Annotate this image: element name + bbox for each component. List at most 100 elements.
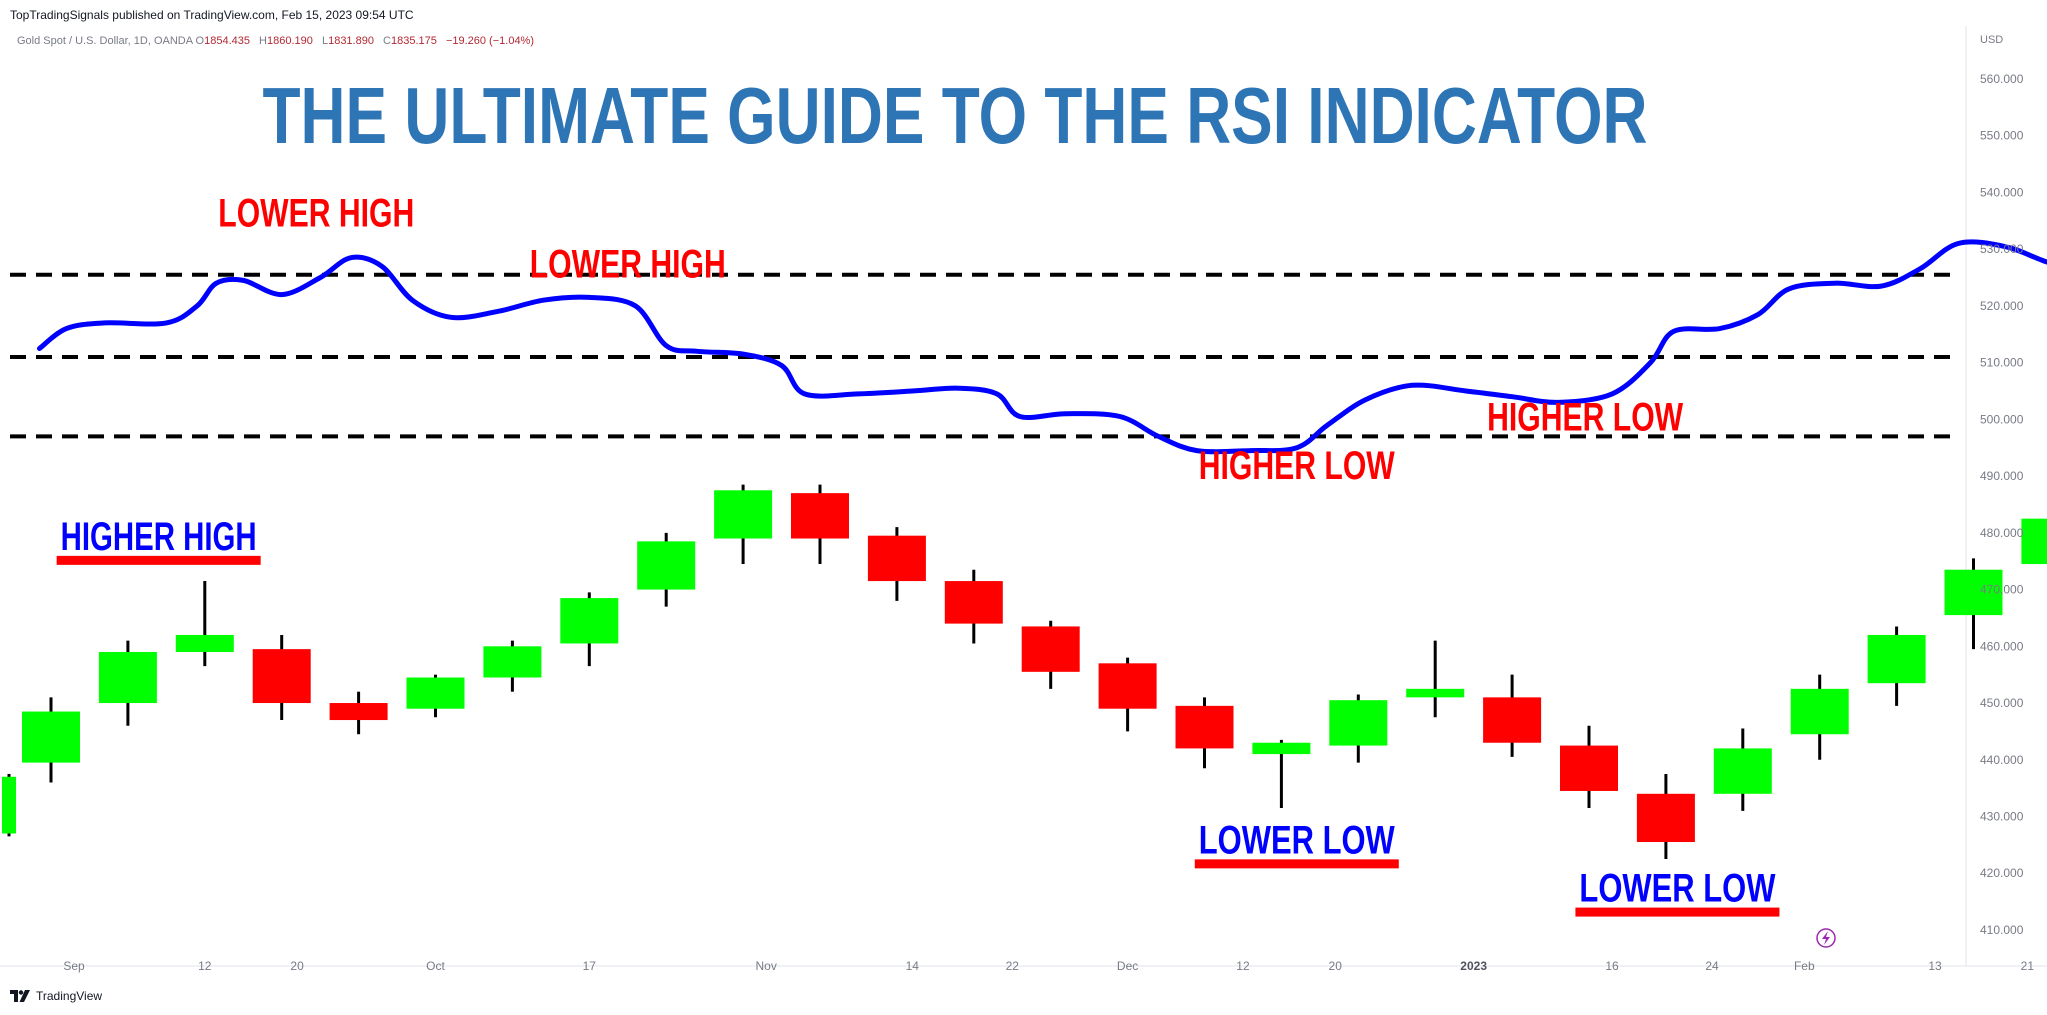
candle-body xyxy=(1790,688,1849,735)
annotation-label: LOWER HIGH xyxy=(530,243,726,287)
candle-body xyxy=(560,598,619,644)
candle-body xyxy=(791,493,849,539)
x-tick-label: 17 xyxy=(583,959,597,973)
candle xyxy=(1636,773,1695,860)
candle xyxy=(1098,657,1157,732)
x-axis-ticks: Sep 12 20 Oct 17 Nov 14 22 Dec 12 20 2023 16 24 Feb 13 2… xyxy=(63,959,2034,973)
x-tick-label: 2023 xyxy=(1460,959,1487,973)
candle xyxy=(1252,739,1311,808)
candle-body xyxy=(637,541,696,590)
y-axis-ticks: 560.000 550.000 540.000 530.000 520.000 510.0… xyxy=(1980,72,2024,937)
rsi-line xyxy=(37,239,2047,455)
candle xyxy=(1560,725,1618,808)
annotations-group: LOWER HIGH LOWER HIGH HIGHER LOW HIGHER LOW… xyxy=(56,191,1780,917)
y-tick-label: 450.000 xyxy=(1980,696,2024,710)
annotation-underline xyxy=(1575,907,1780,917)
annotation-label: HIGHER LOW xyxy=(1487,396,1683,440)
x-tick-label: 13 xyxy=(1928,959,1942,973)
candle-body xyxy=(1329,700,1388,746)
footer-brand[interactable]: TradingView xyxy=(10,989,102,1003)
x-tick-label: 16 xyxy=(1605,959,1619,973)
tradingview-logo-icon xyxy=(10,990,30,1002)
candle xyxy=(1021,620,1080,689)
lightning-icon[interactable] xyxy=(1816,928,1836,948)
annotation-label: HIGHER HIGH xyxy=(61,515,257,559)
candle xyxy=(329,691,388,735)
candle xyxy=(1329,694,1388,763)
candle-body xyxy=(1944,569,2003,616)
candle xyxy=(22,697,80,783)
candle-body xyxy=(1560,745,1618,791)
annotation-label: HIGHER LOW xyxy=(1199,444,1395,488)
x-tick-label: 14 xyxy=(906,959,920,973)
y-tick-label: 520.000 xyxy=(1980,299,2024,313)
candle-body xyxy=(1636,793,1695,843)
y-tick-label: 460.000 xyxy=(1980,639,2024,653)
x-tick-label: Nov xyxy=(755,959,776,973)
candle xyxy=(175,581,234,667)
y-tick-label: 410.000 xyxy=(1980,923,2024,937)
footer-brand-label: TradingView xyxy=(36,989,103,1003)
annotation-label: LOWER LOW xyxy=(1579,867,1775,911)
price-chart[interactable]: LOWER HIGH LOWER HIGH HIGHER LOW HIGHER LOW… xyxy=(0,0,2047,985)
symbol-legend[interactable]: Gold Spot / U.S. Dollar, 1D, OANDA O1854… xyxy=(17,35,540,47)
candle-body xyxy=(1021,626,1080,672)
candle-body xyxy=(22,711,80,763)
rsi-level-lines xyxy=(10,272,1960,439)
annotation-underline xyxy=(56,555,261,565)
annotation-label: LOWER HIGH xyxy=(218,191,414,235)
low-label: L xyxy=(321,35,329,47)
candle-body xyxy=(1713,748,1772,794)
candle-body xyxy=(867,535,926,582)
candle-body xyxy=(2021,518,2047,565)
annotation-underline xyxy=(1194,859,1399,869)
candles-group xyxy=(2,484,2047,860)
x-tick-label: 21 xyxy=(2021,959,2035,973)
candle-body xyxy=(483,646,542,678)
candle-body xyxy=(406,677,465,709)
candle-body xyxy=(714,490,773,539)
candle xyxy=(714,484,773,565)
y-tick-label: 560.000 xyxy=(1980,72,2024,86)
candle xyxy=(1713,728,1772,811)
candle xyxy=(1944,558,2003,650)
candle-body xyxy=(1406,688,1465,698)
candle xyxy=(1790,674,1849,760)
candle-body xyxy=(329,703,388,721)
candle xyxy=(2021,518,2047,565)
low-value: 1831.890 xyxy=(328,35,374,47)
x-tick-label: 20 xyxy=(1329,959,1343,973)
y-tick-label: 530.000 xyxy=(1980,242,2024,256)
close-value: 1835.175 xyxy=(390,35,437,47)
x-tick-label: Feb xyxy=(1794,959,1815,973)
y-tick-label: 550.000 xyxy=(1980,129,2024,143)
chart-title: THE ULTIMATE GUIDE TO THE RSI INDICATOR xyxy=(263,71,1648,160)
y-tick-label: 440.000 xyxy=(1980,753,2024,767)
candle xyxy=(252,634,311,721)
y-tick-label: 490.000 xyxy=(1980,469,2024,483)
candle-body xyxy=(1098,663,1157,709)
close-label: C xyxy=(383,35,391,47)
y-tick-label: 540.000 xyxy=(1980,185,2024,199)
high-value: 1860.190 xyxy=(267,35,313,47)
candle xyxy=(1867,626,1926,706)
candle-body xyxy=(2,776,16,834)
candle xyxy=(637,532,696,607)
candle-body xyxy=(1175,705,1234,749)
x-tick-label: 22 xyxy=(1006,959,1020,973)
candle-body xyxy=(175,634,234,652)
candle xyxy=(791,484,849,565)
candle-body xyxy=(1252,742,1311,755)
candle-body xyxy=(944,581,1003,624)
published-info: TopTradingSignals published on TradingVi… xyxy=(10,8,414,22)
high-label: H xyxy=(259,35,267,47)
candle-body xyxy=(1483,697,1542,743)
change-value: −19.260 (−1.04%) xyxy=(445,35,535,47)
rsi-line-group xyxy=(37,239,2047,455)
x-tick-label: 20 xyxy=(290,959,304,973)
x-tick-label: 24 xyxy=(1705,959,1719,973)
candle-body xyxy=(98,651,157,704)
x-tick-label: Oct xyxy=(426,959,445,973)
y-tick-label: 480.000 xyxy=(1980,526,2024,540)
symbol-name: Gold Spot / U.S. Dollar, 1D, OANDA xyxy=(17,35,193,47)
